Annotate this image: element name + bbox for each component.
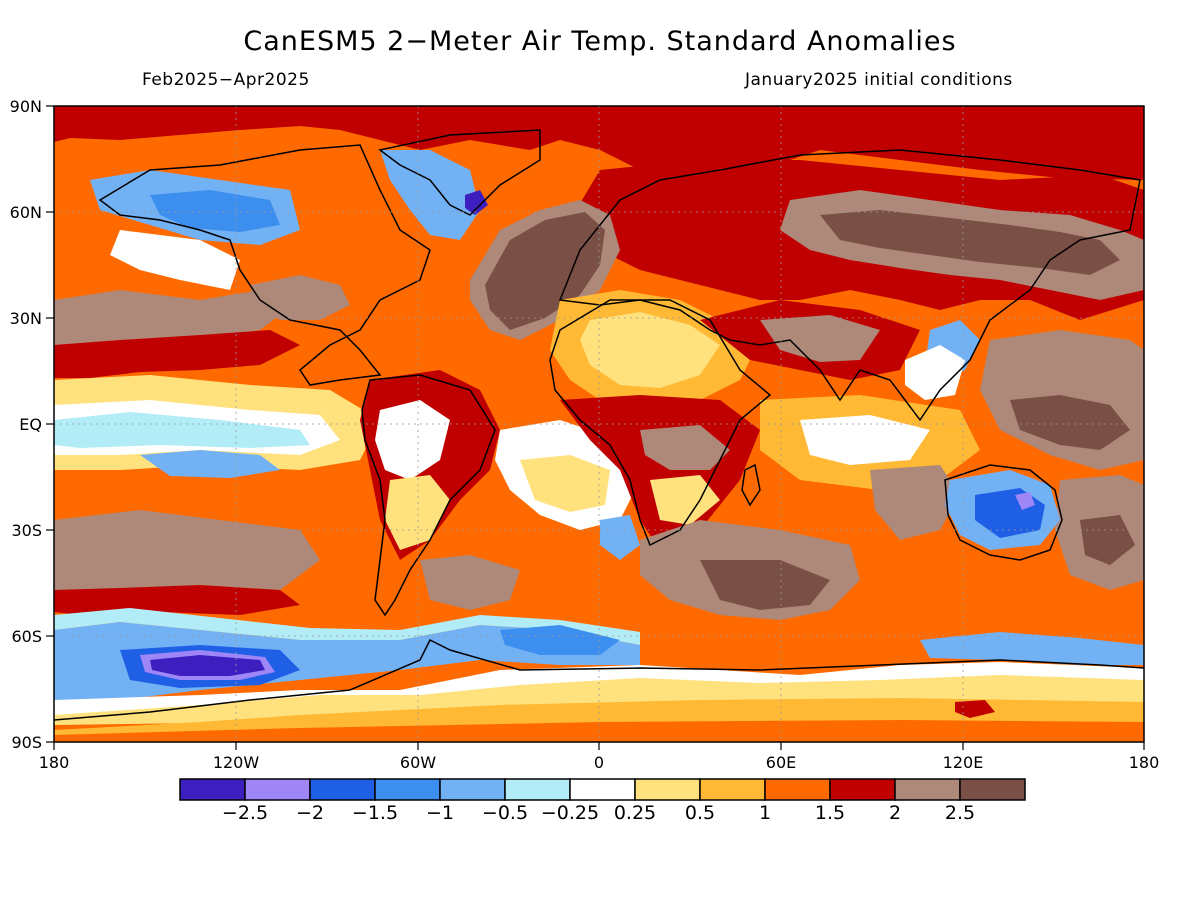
colorbar-label: −2: [296, 802, 324, 824]
indian-ocean-white: [800, 415, 930, 465]
colorbar-swatch: [959, 778, 1026, 801]
sahara-yellow: [580, 312, 720, 388]
weddell-blue: [500, 625, 620, 655]
alaska-mid: [150, 190, 280, 232]
colorbar-swatch: [699, 778, 766, 801]
eurasia-dark: [485, 212, 605, 330]
coast-antarctica: [54, 638, 1144, 721]
coast-africa: [549, 299, 772, 547]
samerica-white: [375, 400, 450, 480]
map-title: CanESM5 2−Meter Air Temp. Standard Anoma…: [243, 26, 957, 57]
colorbar-swatch: [179, 778, 246, 801]
lon-label-180w: 180: [39, 753, 70, 772]
npac-brown: [54, 290, 300, 350]
greenland-blue: [380, 150, 480, 240]
lat-label-30s: 30S: [11, 521, 42, 540]
trop-pacific-paleblue: [54, 412, 310, 448]
e-antarctic-blue: [920, 632, 1144, 665]
coast-south-america: [361, 374, 496, 617]
usa-brown: [250, 275, 350, 320]
lat-label-60n: 60N: [10, 203, 42, 222]
coast-eurasia: [558, 149, 1141, 422]
colorbar-swatch: [374, 778, 441, 801]
colorbar-label: 2: [889, 802, 901, 824]
colorbar-swatch: [894, 778, 961, 801]
anomaly-field: [54, 106, 1144, 742]
coastlines: [54, 129, 1144, 721]
lon-label-60w: 60W: [400, 753, 436, 772]
forecast-period: Feb2025−Apr2025: [142, 70, 310, 90]
colorbar-label: 1: [759, 802, 771, 824]
trop-pacific-blue: [140, 450, 280, 478]
colorbar-label: −0.5: [482, 802, 528, 824]
s-indian-brown: [870, 465, 960, 540]
lat-label-90n: 90N: [10, 97, 42, 116]
canada-white: [110, 230, 240, 290]
colorbar-swatch: [439, 778, 506, 801]
lon-label-120e: 120E: [943, 753, 984, 772]
colorbar-swatch: [309, 778, 376, 801]
asia-brown: [760, 315, 880, 362]
colorbar-swatch: [504, 778, 571, 801]
s-wpac-dark: [1080, 515, 1135, 565]
wpac-dark: [1010, 395, 1130, 450]
colorbar-swatch: [764, 778, 831, 801]
satl-yellow: [520, 455, 610, 512]
colorbar-swatch: [829, 778, 896, 801]
lat-label-60s: 60S: [11, 627, 42, 646]
colorbar-labels: −2.5 −2 −1.5 −1 −0.5 −0.25 0.25 0.5 1 1.5 2 2.5: [222, 802, 975, 824]
siberia-dark: [820, 210, 1120, 275]
initial-conditions: January2025 initial conditions: [745, 70, 1013, 90]
colorbar-label: −1: [426, 802, 454, 824]
colorbar-label: −0.25: [541, 802, 599, 824]
antarctic-paleblue: [54, 608, 640, 645]
lat-label-90s: 90S: [11, 733, 42, 752]
lon-label-60e: 60E: [766, 753, 796, 772]
antarctica-red-spot: [955, 700, 995, 718]
colorbar-swatch: [569, 778, 636, 801]
lat-label-30n: 30N: [10, 309, 42, 328]
lon-label-0: 0: [594, 753, 604, 772]
coast-australia: [944, 464, 1063, 561]
colorbar-label: 2.5: [945, 802, 975, 824]
colorbar-swatch: [634, 778, 701, 801]
greenland-deep: [465, 190, 488, 215]
colorbar-swatch: [244, 778, 311, 801]
coast-greenland: [378, 129, 541, 216]
coast-north-america: [98, 144, 431, 386]
colorbar-label: −1.5: [352, 802, 398, 824]
s-ocean-dark: [700, 560, 830, 610]
graticule: [54, 106, 1144, 742]
colorbar-label: −2.5: [222, 802, 268, 824]
tick-marks: [46, 105, 1145, 750]
colorbar-label: 0.5: [685, 802, 715, 824]
coast-madagascar: [741, 463, 761, 507]
australia-purple: [1015, 492, 1035, 510]
lat-label-eq: EQ: [19, 415, 42, 434]
colorbar-label: 1.5: [815, 802, 845, 824]
colorbar-label: 0.25: [614, 802, 656, 824]
africa-yellow: [650, 475, 720, 525]
s-ocean-brown-2: [420, 555, 520, 610]
satl-blue: [600, 515, 640, 560]
africa-brown: [640, 425, 730, 470]
lon-label-180e: 180: [1129, 753, 1160, 772]
east-asia-white: [905, 345, 965, 400]
lon-label-120w: 120W: [213, 753, 260, 772]
npac-red: [54, 330, 300, 378]
s-pac-red: [54, 585, 300, 615]
colorbar-swatches: [179, 778, 1026, 801]
